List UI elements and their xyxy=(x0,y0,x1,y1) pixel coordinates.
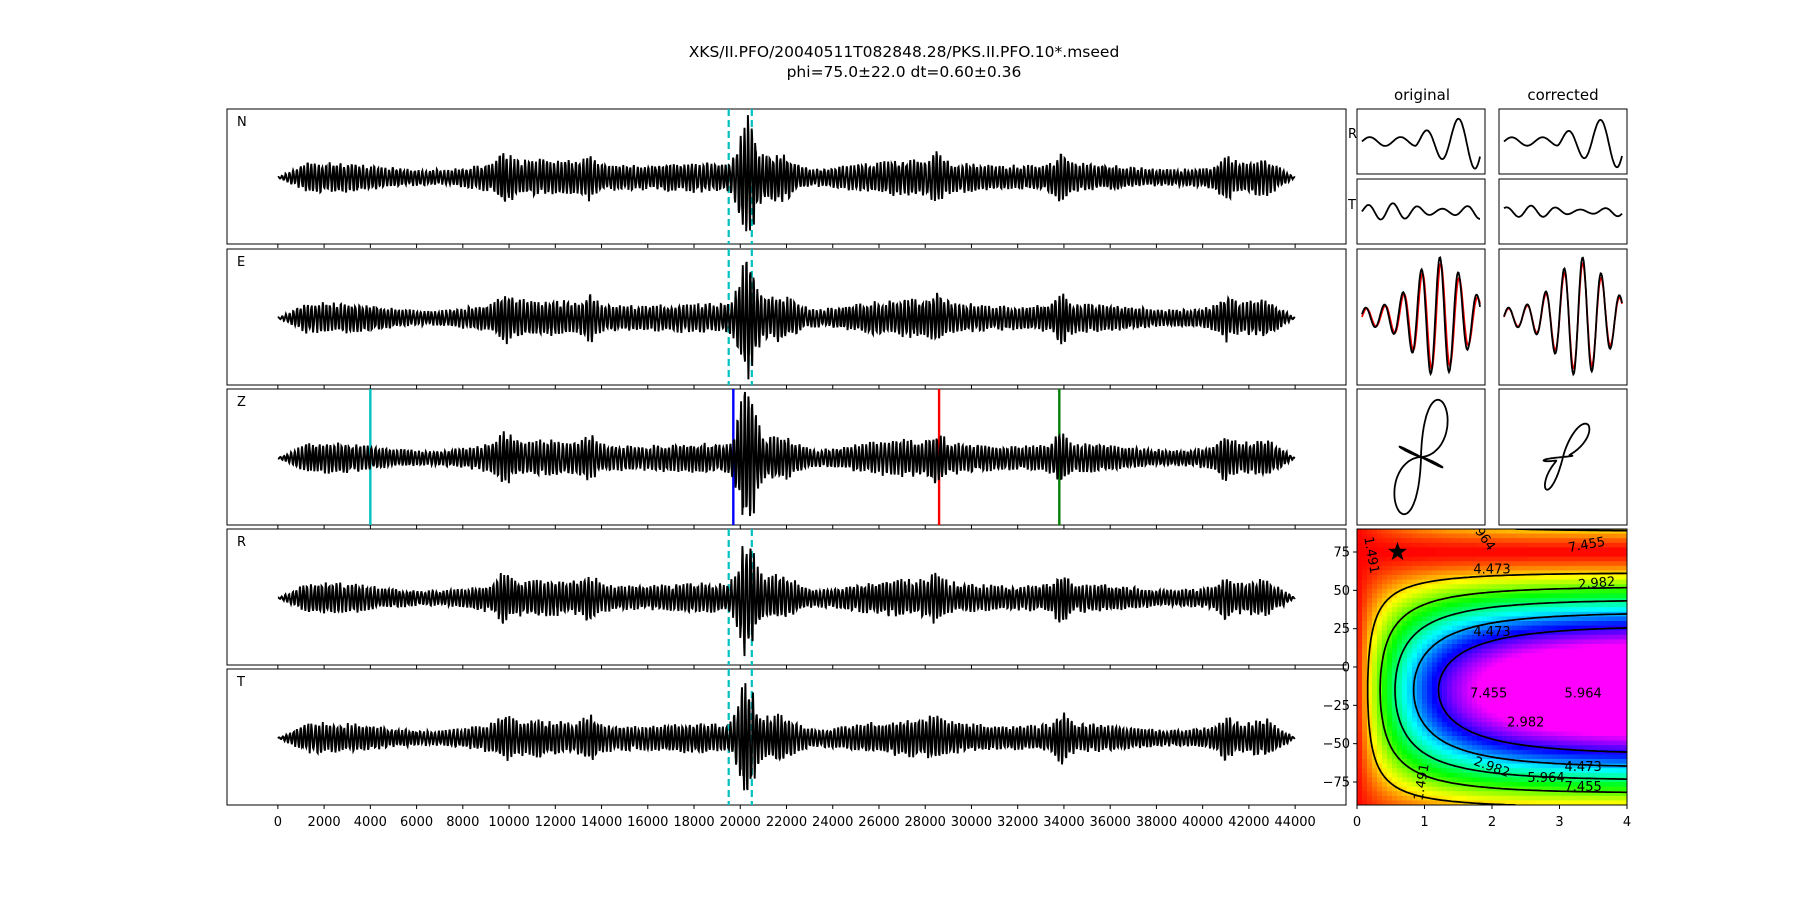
best-fit-star xyxy=(1388,542,1407,561)
x-tick-label: 10000 xyxy=(488,815,529,830)
panel-label-n: N xyxy=(237,115,247,130)
x-tick-label: 36000 xyxy=(1089,815,1130,830)
comparison-box-pm-original xyxy=(1356,388,1486,526)
waveform-x-axis: 0 2000 4000 6000 8000 10000 12000 14000 16000 180… xyxy=(274,815,1316,830)
heat-y-tick-label: −75 xyxy=(1323,776,1350,791)
particle-motion xyxy=(1393,398,1449,516)
comparison-trace xyxy=(1361,117,1481,170)
contour-label: 2.982 xyxy=(1507,716,1544,731)
contour-label: 7.455 xyxy=(1565,780,1602,795)
comparison-box-pm-corrected xyxy=(1498,388,1628,526)
panel-label-t: T xyxy=(236,675,245,690)
contour-line xyxy=(1412,613,1627,767)
x-tick-label: 4000 xyxy=(354,815,387,830)
row-label-r: R xyxy=(1348,127,1357,142)
x-tick-label: 30000 xyxy=(951,815,992,830)
x-tick-label: 6000 xyxy=(400,815,433,830)
heatmap-y-axis: −75 −50 −25 0 25 50 75 xyxy=(1323,546,1357,791)
contour-line xyxy=(1394,599,1627,781)
panel-r: R xyxy=(226,528,1347,669)
x-tick-label: 44000 xyxy=(1274,815,1315,830)
x-tick-label: 34000 xyxy=(1043,815,1084,830)
x-tick-label: 16000 xyxy=(627,815,668,830)
trace-e xyxy=(277,261,1296,380)
x-tick-label: 14000 xyxy=(581,815,622,830)
x-tick-label: 40000 xyxy=(1182,815,1223,830)
x-tick-label: 22000 xyxy=(766,815,807,830)
column-title-corrected: corrected xyxy=(1527,86,1598,104)
comparison-box-ov-original xyxy=(1356,248,1486,386)
x-tick-label: 28000 xyxy=(905,815,946,830)
heat-y-tick-label: −25 xyxy=(1323,699,1350,714)
comparison-trace xyxy=(1503,204,1623,218)
contour-label: 4.473 xyxy=(1473,562,1510,577)
contour-line xyxy=(1437,627,1627,753)
heat-x-tick-label: 2 xyxy=(1488,815,1496,830)
trace-t xyxy=(277,683,1296,791)
x-tick-label: 0 xyxy=(274,815,282,830)
trace-n xyxy=(277,115,1296,232)
x-tick-label: 42000 xyxy=(1228,815,1269,830)
heat-x-tick-label: 0 xyxy=(1353,815,1361,830)
comparison-trace xyxy=(1361,202,1480,221)
heatmap-x-axis: 0 1 2 3 4 xyxy=(1353,805,1631,830)
panel-t: T xyxy=(226,668,1347,809)
panel-label-e: E xyxy=(237,255,245,270)
comparison-trace xyxy=(1503,118,1623,169)
comparison-box-t-corrected xyxy=(1498,178,1628,245)
comparison-box-r-original xyxy=(1356,108,1486,175)
x-tick-label: 26000 xyxy=(858,815,899,830)
contour-label: 1.491 xyxy=(1360,536,1381,575)
heat-x-tick-label: 1 xyxy=(1420,815,1428,830)
x-tick-label: 12000 xyxy=(535,815,576,830)
panel-n: N xyxy=(226,108,1347,248)
contour-label: 5.964 xyxy=(1565,687,1602,702)
x-tick-label: 24000 xyxy=(812,815,853,830)
contour-label: 7.455 xyxy=(1470,687,1507,702)
trace-r xyxy=(277,546,1296,657)
row-label-t: T xyxy=(1347,198,1356,213)
comparison-box-r-corrected xyxy=(1498,108,1628,175)
x-tick-label: 2000 xyxy=(308,815,341,830)
heat-y-tick-label: 0 xyxy=(1342,661,1350,676)
heat-y-tick-label: −50 xyxy=(1323,737,1350,752)
comparison-box-t-original xyxy=(1356,178,1486,245)
contour-label: 2.982 xyxy=(1578,575,1616,593)
contour-label: 1.491 xyxy=(1411,763,1432,802)
heat-x-tick-label: 4 xyxy=(1623,815,1631,830)
panel-label-r: R xyxy=(237,535,246,550)
panel-label-z: Z xyxy=(237,395,246,410)
title-line-1: XKS/II.PFO/20040511T082848.28/PKS.II.PFO… xyxy=(689,43,1120,61)
trace-z xyxy=(277,391,1296,517)
heat-y-tick-label: 75 xyxy=(1333,546,1350,561)
heat-x-tick-label: 3 xyxy=(1555,815,1563,830)
contour-label: 7.455 xyxy=(1567,535,1606,556)
comparison-box-ov-corrected xyxy=(1498,248,1628,386)
title-line-2: phi=75.0±22.0 dt=0.60±0.36 xyxy=(787,63,1022,81)
comparison-panels xyxy=(1356,108,1628,526)
panel-e: E xyxy=(226,248,1347,389)
overlay-trace xyxy=(1503,256,1623,377)
contour-line xyxy=(1366,529,1627,805)
heat-y-tick-label: 50 xyxy=(1333,584,1350,599)
overlay-trace xyxy=(1361,256,1481,377)
panel-z: Z xyxy=(226,388,1347,529)
heat-y-tick-label: 25 xyxy=(1333,622,1350,637)
contour-line xyxy=(1379,586,1627,794)
x-tick-label: 18000 xyxy=(673,815,714,830)
contour-label: 4.473 xyxy=(1565,760,1602,775)
x-tick-label: 38000 xyxy=(1136,815,1177,830)
x-tick-label: 20000 xyxy=(720,815,761,830)
column-title-original: original xyxy=(1394,86,1450,104)
particle-motion xyxy=(1542,422,1591,491)
contour-label: 4.473 xyxy=(1473,625,1510,640)
contour-label: 5.964 xyxy=(1527,771,1564,786)
x-tick-label: 8000 xyxy=(446,815,479,830)
x-tick-label: 32000 xyxy=(997,815,1038,830)
